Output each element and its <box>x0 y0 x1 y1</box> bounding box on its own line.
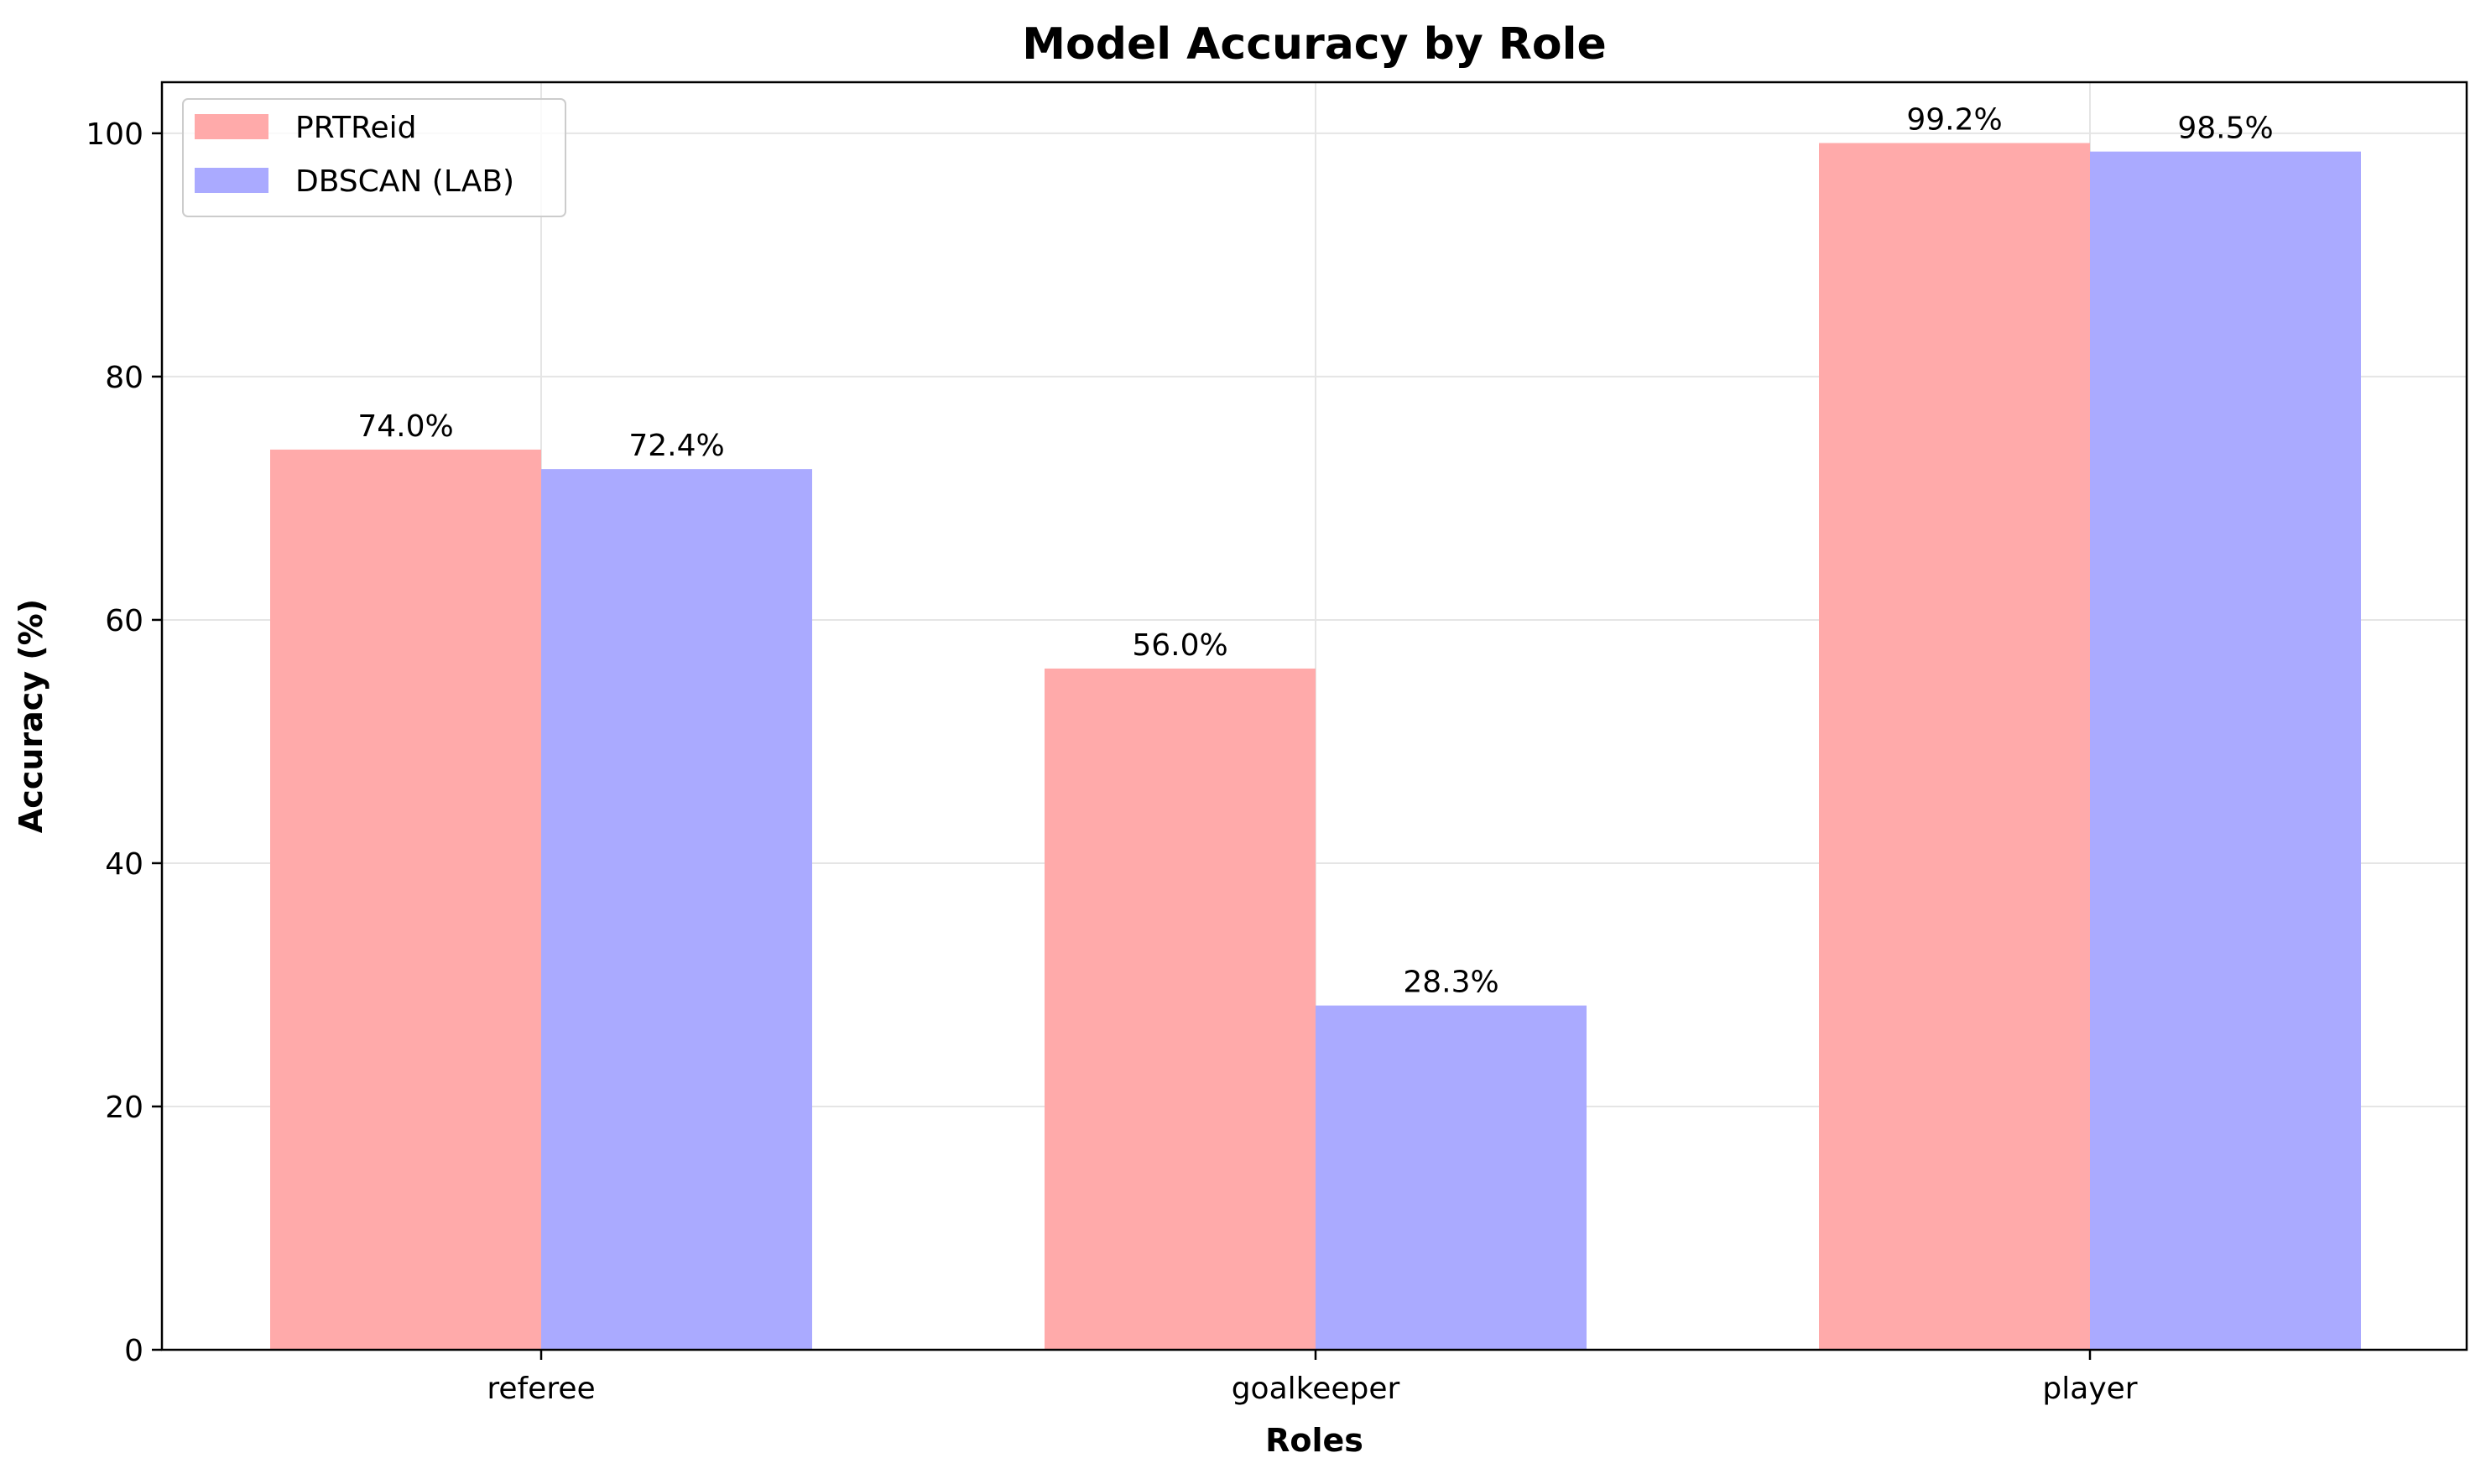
x-axis-ticks: referee goalkeeper player <box>487 1350 2138 1406</box>
x-axis-title: Roles <box>1265 1422 1363 1459</box>
legend: PRTReid DBSCAN (LAB) <box>182 98 566 217</box>
bar-value-label: 98.5% <box>2177 112 2273 146</box>
data-labels: 74.0% 56.0% 99.2% 72.4% 28.3% 98.5% <box>357 103 2273 1000</box>
legend-label-dbscan: DBSCAN (LAB) <box>295 164 514 199</box>
y-axis-ticks: 0 20 40 60 80 100 <box>86 117 162 1368</box>
x-tick-label: player <box>2042 1372 2137 1406</box>
bars <box>270 143 2361 1351</box>
y-tick-label: 80 <box>105 361 143 395</box>
y-tick-label: 40 <box>105 847 143 882</box>
legend-label-prtreid: PRTReid <box>295 111 417 145</box>
bar <box>2090 151 2361 1350</box>
bar-value-label: 99.2% <box>1906 103 2002 138</box>
y-tick-label: 60 <box>105 604 143 638</box>
y-tick-label: 100 <box>86 117 143 152</box>
bar <box>270 449 541 1350</box>
x-tick-label: referee <box>487 1372 595 1406</box>
bar-value-label: 74.0% <box>357 409 453 444</box>
chart-title: Model Accuracy by Role <box>1022 19 1606 70</box>
bar-value-label: 56.0% <box>1132 628 1227 663</box>
legend-swatch-dbscan <box>195 168 268 193</box>
bar <box>1819 143 2090 1351</box>
bar-value-label: 72.4% <box>628 429 724 463</box>
bar <box>1045 668 1316 1350</box>
legend-swatch-prtreid <box>195 114 268 139</box>
bar <box>541 469 812 1350</box>
y-tick-label: 0 <box>124 1334 143 1368</box>
bar-value-label: 28.3% <box>1403 966 1498 1000</box>
y-tick-label: 20 <box>105 1091 143 1125</box>
x-tick-label: goalkeeper <box>1232 1372 1400 1406</box>
plot-frame <box>160 81 2468 1351</box>
y-axis-title: Accuracy (%) <box>13 599 50 833</box>
legend-box <box>182 98 566 217</box>
bar <box>1316 1005 1587 1350</box>
